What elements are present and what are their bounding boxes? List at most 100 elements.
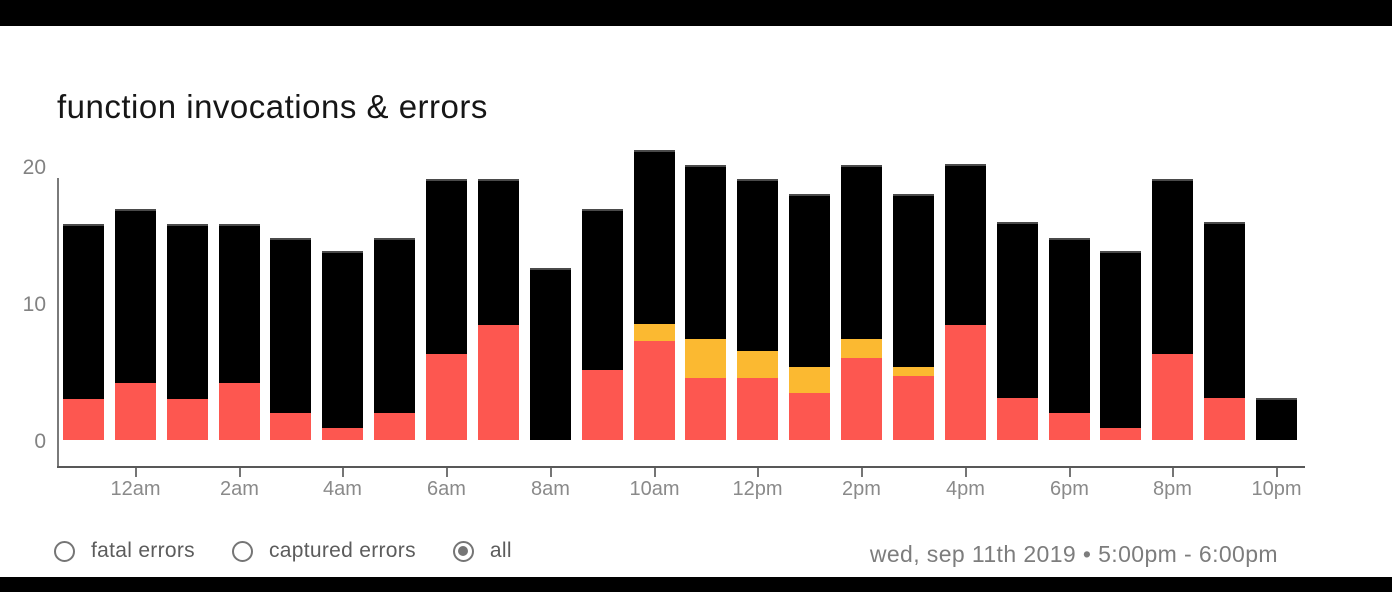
- radio-unselected-icon: [54, 540, 75, 562]
- radio-label: all: [489, 539, 512, 562]
- bar-4pm[interactable]: [945, 163, 986, 440]
- filter-radio-all[interactable]: all: [452, 539, 512, 563]
- invocations-segment: [789, 195, 830, 368]
- fatal-errors-segment: [270, 412, 311, 440]
- captured-errors-segment: [789, 367, 830, 394]
- fatal-errors-segment: [737, 378, 778, 440]
- filter-radio-fatal-errors[interactable]: fatal errors: [54, 539, 195, 563]
- fatal-errors-segment: [1204, 397, 1245, 440]
- bar-6pm[interactable]: [1049, 237, 1090, 440]
- x-axis-tick-label: 2pm: [842, 478, 881, 500]
- x-axis-tick-label: 12am: [110, 478, 161, 500]
- fatal-errors-segment: [997, 397, 1038, 440]
- fatal-errors-segment: [322, 427, 363, 440]
- bar-8am[interactable]: [530, 267, 571, 440]
- invocations-segment: [115, 210, 156, 383]
- invocations-segment: [634, 151, 675, 324]
- invocations-segment: [530, 269, 571, 440]
- page-title: function invocations & errors: [57, 88, 488, 125]
- invocations-segment: [841, 167, 882, 339]
- radio-unselected-icon: [231, 540, 253, 562]
- bar-1pm[interactable]: [789, 193, 830, 440]
- x-axis-tick: [964, 468, 967, 477]
- bar-9am[interactable]: [582, 208, 623, 440]
- captured-errors-segment: [634, 323, 675, 342]
- bar-12am[interactable]: [115, 208, 156, 440]
- bar-7am[interactable]: [478, 178, 519, 440]
- x-axis-tick-label: 4am: [323, 478, 362, 500]
- fatal-errors-segment: [167, 398, 208, 440]
- invocations-segment: [63, 225, 104, 399]
- fatal-errors-segment: [63, 398, 104, 440]
- invocations-segment: [997, 224, 1038, 398]
- x-axis-tick: [549, 468, 552, 477]
- date-range-label: wed, sep 11th 2019 • 5:00pm - 6:00pm: [869, 541, 1278, 567]
- fatal-errors-segment: [1152, 353, 1193, 440]
- invocations-segment: [270, 239, 311, 413]
- bar-12pm[interactable]: [737, 178, 778, 440]
- bar-10am[interactable]: [634, 149, 675, 440]
- bar-5am[interactable]: [374, 237, 415, 440]
- bar-3pm[interactable]: [893, 193, 934, 440]
- fatal-errors-segment: [1100, 427, 1141, 440]
- fatal-errors-segment: [634, 341, 675, 440]
- invocations-segment: [893, 195, 934, 368]
- bar-2am[interactable]: [219, 223, 260, 440]
- bar-9pm[interactable]: [1204, 222, 1245, 440]
- x-axis-tick-label: 6am: [427, 478, 466, 500]
- y-axis-tick-label: 20: [22, 156, 46, 180]
- bar-11am[interactable]: [685, 165, 726, 440]
- x-axis-tick: [653, 468, 656, 477]
- bar-5pm[interactable]: [997, 222, 1038, 440]
- x-axis-tick: [756, 468, 759, 477]
- x-axis-line: [57, 466, 1305, 468]
- filter-radio-captured-errors[interactable]: captured errors: [231, 539, 416, 563]
- captured-errors-segment: [841, 338, 882, 358]
- x-axis-tick-label: 12pm: [732, 478, 783, 500]
- x-axis-tick-label: 10am: [629, 478, 680, 500]
- invocations-segment: [737, 180, 778, 352]
- invocations-segment: [1256, 399, 1297, 440]
- radio-label: captured errors: [268, 539, 416, 562]
- y-axis-tick-label: 0: [34, 430, 46, 453]
- x-axis-tick: [238, 468, 241, 477]
- captured-errors-segment: [893, 367, 934, 376]
- radio-selected-icon: [452, 540, 474, 562]
- series-filter-group: fatal errors captured errors all: [54, 539, 549, 563]
- fatal-errors-segment: [426, 353, 467, 440]
- bar-7pm[interactable]: [1100, 251, 1141, 440]
- bar-3am[interactable]: [270, 237, 311, 440]
- invocations-segment: [322, 253, 363, 428]
- bar-8pm[interactable]: [1152, 178, 1193, 440]
- captured-errors-segment: [737, 351, 778, 379]
- bar-4am[interactable]: [322, 251, 363, 440]
- invocations-segment: [167, 225, 208, 399]
- x-axis-tick-label: 2am: [220, 478, 259, 500]
- bar-2pm[interactable]: [841, 165, 882, 440]
- bar-10pm[interactable]: [1256, 397, 1297, 440]
- x-axis-tick: [445, 468, 448, 477]
- bar-1am[interactable]: [167, 223, 208, 440]
- invocations-segment: [219, 225, 260, 383]
- fatal-errors-segment: [374, 412, 415, 440]
- x-axis-tick: [1068, 468, 1071, 477]
- fatal-errors-segment: [478, 325, 519, 440]
- x-axis-tick-label: 8am: [531, 478, 570, 500]
- invocations-segment: [426, 180, 467, 354]
- bar-11pm[interactable]: [63, 223, 104, 440]
- invocations-segment: [1049, 239, 1090, 413]
- bar-6am[interactable]: [426, 178, 467, 440]
- x-axis-tick: [860, 468, 863, 477]
- x-axis-tick: [134, 468, 137, 477]
- fatal-errors-segment: [219, 382, 260, 440]
- invocations-segment: [478, 180, 519, 326]
- y-axis-line: [57, 178, 59, 467]
- x-axis-tick-label: 4pm: [946, 478, 985, 500]
- radio-dot: [458, 546, 469, 556]
- x-axis-tick-label: 8pm: [1153, 478, 1192, 500]
- fatal-errors-segment: [685, 378, 726, 440]
- x-axis-tick-label: 10pm: [1251, 478, 1302, 500]
- invocations-segment: [1204, 224, 1245, 398]
- invocations-segment: [945, 165, 986, 326]
